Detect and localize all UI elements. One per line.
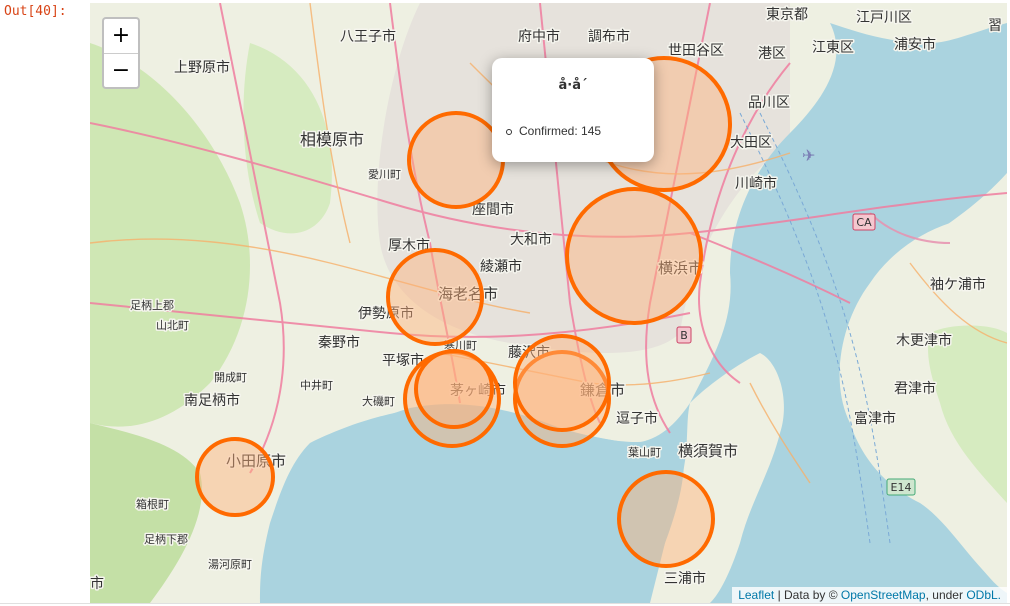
map-label: 富津市 xyxy=(854,410,896,427)
case-circle-marker[interactable] xyxy=(407,111,505,209)
case-circle-marker[interactable] xyxy=(414,349,494,429)
sagami-bay xyxy=(260,404,685,603)
map-label: 足柄下郡 xyxy=(144,533,188,546)
map-label: 品川区 xyxy=(748,95,790,111)
case-circle-marker[interactable] xyxy=(386,248,484,346)
map-label: 足柄上郡 xyxy=(130,299,174,312)
map-label: 中井町 xyxy=(300,378,333,392)
zoom-out-button[interactable]: − xyxy=(104,53,138,87)
leaflet-map[interactable]: CA B E14 ✈ 東京都 江戸川区 習 八王子市 府中市 調布市 世田谷区 … xyxy=(90,3,1007,603)
map-label: 綾瀬市 xyxy=(480,258,522,275)
map-label: 大和市 xyxy=(510,231,552,248)
map-label: 横浜市 xyxy=(658,259,703,277)
airport-icon: ✈ xyxy=(802,146,815,165)
map-label: 江戸川区 xyxy=(856,10,912,26)
output-prompt: Out[40]: xyxy=(4,4,67,19)
map-label: 習 xyxy=(988,18,1002,34)
highway-shield-ca: CA xyxy=(852,213,876,231)
map-label: 箱根町 xyxy=(136,497,169,511)
map-label: 木更津市 xyxy=(896,332,952,349)
zoom-in-button[interactable]: + xyxy=(111,23,131,48)
chiba-land xyxy=(856,173,1007,593)
map-label: CA xyxy=(856,216,872,229)
bullet-icon xyxy=(506,128,512,135)
map-label: 江東区 xyxy=(812,40,854,56)
popup-title: å·å´ xyxy=(558,78,588,93)
sea-route-2 xyxy=(759,112,891,544)
map-label: 葉山町 xyxy=(628,445,661,459)
map-label: 袖ケ浦市 xyxy=(930,276,986,293)
attribution-under: , under xyxy=(925,588,967,602)
map-label: 八王子市 xyxy=(340,28,396,45)
map-label: E14 xyxy=(891,481,912,494)
forest-area-hakone xyxy=(90,423,202,603)
output-divider xyxy=(0,603,1010,604)
map-label: 相模原市 xyxy=(300,130,364,149)
openstreetmap-link[interactable]: OpenStreetMap xyxy=(840,588,926,602)
map-label: 港区 xyxy=(758,46,786,62)
forest-area-north xyxy=(243,43,332,234)
map-label: 座間市 xyxy=(472,201,514,218)
forest-area-chiba xyxy=(928,325,1007,503)
map-label: 川崎市 xyxy=(735,175,777,192)
map-label: 伊勢原市 xyxy=(358,305,414,322)
map-label: 愛川町 xyxy=(368,168,401,181)
map-label: 大田区 xyxy=(730,135,772,151)
forest-area-west xyxy=(90,43,250,427)
highway-shield-b: B xyxy=(676,326,692,344)
sea-route xyxy=(739,112,871,544)
map-label: 大磯町 xyxy=(362,394,395,408)
map-label: 開成町 xyxy=(214,371,247,384)
map-label: 君津市 xyxy=(894,380,936,397)
case-circle-marker[interactable] xyxy=(565,187,703,325)
case-circle-marker[interactable] xyxy=(617,470,715,568)
map-label: 上野原市 xyxy=(174,59,230,76)
map-label: 南足柄市 xyxy=(184,392,240,409)
map-label: B xyxy=(680,329,688,342)
map-label: 浦安市 xyxy=(894,36,936,53)
map-label: 湯河原町 xyxy=(208,558,252,571)
case-markers xyxy=(195,56,732,568)
map-label: 市 xyxy=(90,575,104,592)
popup-content: Confirmed: 145 xyxy=(506,124,601,138)
urban-area xyxy=(377,3,790,353)
map-label: 世田谷区 xyxy=(668,43,724,59)
zoom-control: + − xyxy=(102,17,140,89)
case-circle-marker[interactable] xyxy=(513,334,611,432)
map-tiles[interactable]: CA B E14 ✈ 東京都 江戸川区 習 八王子市 府中市 調布市 世田谷区 … xyxy=(90,3,1007,603)
map-label: 秦野市 xyxy=(318,334,360,351)
map-label: 鎌倉市 xyxy=(580,381,625,399)
leaflet-link[interactable]: Leaflet xyxy=(738,588,775,602)
miura-land xyxy=(650,353,784,603)
marker-popup: å·å´ Confirmed: 145 xyxy=(492,58,654,162)
map-label: 山北町 xyxy=(156,319,189,332)
map-label: 逗子市 xyxy=(616,410,658,427)
map-label: 東京都 xyxy=(766,7,808,23)
map-label: 横須賀市 xyxy=(678,442,738,460)
popup-confirmed-text: Confirmed: 145 xyxy=(519,124,602,138)
attribution-sep: | Data by © xyxy=(774,588,841,602)
highway-shield-e14: E14 xyxy=(886,478,916,496)
map-label: 三浦市 xyxy=(664,570,706,587)
odbl-link[interactable]: ODbL. xyxy=(966,588,1001,602)
map-label: 調布市 xyxy=(588,28,630,45)
map-label: 府中市 xyxy=(518,28,560,45)
map-label: 平塚市 xyxy=(382,352,424,369)
map-attribution: Leaflet | Data by © OpenStreetMap, under… xyxy=(732,587,1007,603)
case-circle-marker[interactable] xyxy=(195,437,275,517)
